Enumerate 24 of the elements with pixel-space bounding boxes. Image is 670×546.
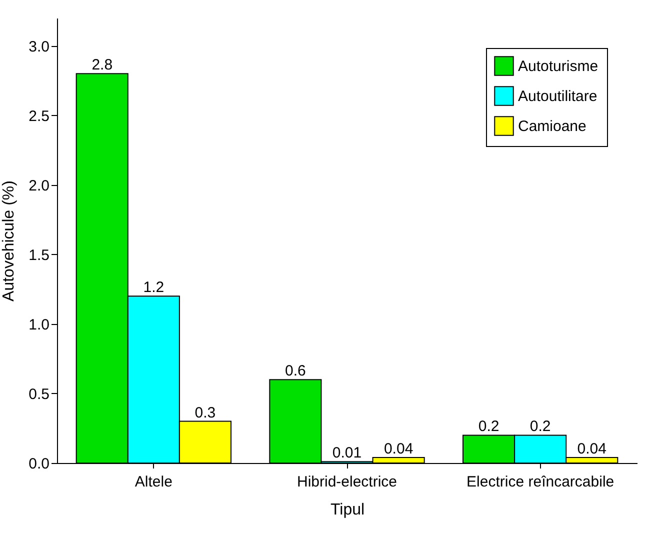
data-label: 0.04 bbox=[384, 440, 414, 458]
legend-label: Camioane bbox=[518, 118, 586, 135]
data-label: 0.2 bbox=[530, 418, 551, 436]
data-label: 0.01 bbox=[332, 444, 362, 462]
y-tick-label: 1.5 bbox=[28, 246, 50, 264]
data-label: 0.3 bbox=[194, 404, 216, 422]
y-tick-label: 0.5 bbox=[28, 386, 50, 403]
data-label: 0.2 bbox=[478, 418, 500, 436]
data-label: 2.8 bbox=[92, 56, 113, 74]
y-axis-title: Autovehicule (%) bbox=[0, 180, 18, 302]
legend-label: Autoutilitare bbox=[518, 88, 598, 105]
x-tick-label: Altele bbox=[134, 474, 172, 490]
y-tick-label: 2.5 bbox=[28, 108, 50, 125]
x-tick-label: Hibrid-electrice bbox=[296, 474, 398, 490]
y-tick-label: 0.0 bbox=[28, 456, 50, 472]
data-label: 0.04 bbox=[577, 440, 606, 458]
legend-label: Autoturisme bbox=[518, 58, 598, 75]
y-tick-label: 1.0 bbox=[28, 316, 50, 334]
data-label: 1.2 bbox=[143, 279, 164, 296]
x-axis-title: Tipul bbox=[330, 502, 365, 518]
y-tick-label: 3.0 bbox=[28, 38, 50, 56]
data-label: 0.6 bbox=[285, 362, 306, 380]
y-tick-label: 2.0 bbox=[28, 177, 50, 194]
x-tick-label: Electrice reîncarcabile bbox=[466, 474, 614, 490]
